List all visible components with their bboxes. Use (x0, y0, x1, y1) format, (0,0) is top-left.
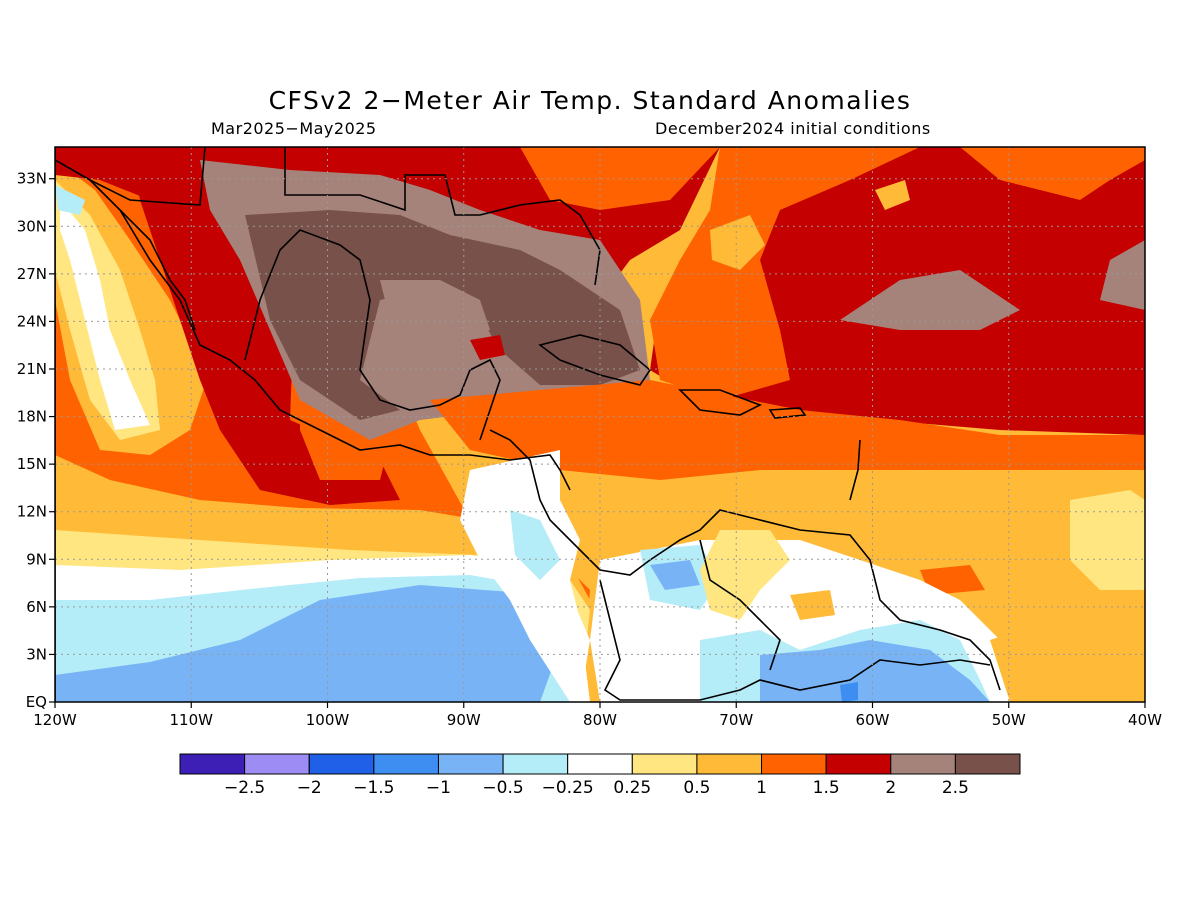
colorbar-label: 0.25 (613, 778, 651, 798)
latitude-axis: 33N 30N 27N 24N 21N 18N 15N 12N 9N 6N 3N EQ (17, 170, 55, 711)
colorbar-swatch (954, 753, 1021, 775)
anomaly-field (55, 147, 1145, 702)
colorbar-label: 1 (756, 778, 767, 798)
lat-tick-label: 6N (26, 598, 47, 616)
colorbar-label: −1.5 (353, 778, 394, 798)
coastlines (55, 147, 1001, 702)
lat-tick-label: 12N (17, 503, 47, 521)
colorbar-swatch (437, 753, 504, 775)
lon-tick-label: 80W (583, 711, 617, 729)
lon-tick-label: 100W (306, 711, 350, 729)
colorbar-swatch (890, 753, 956, 775)
lat-tick-label: 24N (17, 312, 47, 330)
colorbar-label: −1 (426, 778, 451, 798)
lat-tick-label: 30N (17, 217, 47, 235)
lon-tick-label: 90W (447, 711, 481, 729)
colorbar-swatch (502, 753, 569, 775)
lon-tick-label: 120W (33, 711, 77, 729)
lat-tick-label: 18N (17, 408, 47, 426)
lat-tick-label: 9N (26, 550, 47, 568)
gridlines (55, 147, 1145, 702)
colorbar-label: 0.5 (683, 778, 710, 798)
forecast-period: Mar2025−May2025 (211, 119, 377, 138)
colorbar-label: −0.25 (542, 778, 594, 798)
lat-tick-label: 33N (17, 170, 47, 188)
colorbar-label: −2 (297, 778, 322, 798)
lat-tick-label: EQ (26, 693, 47, 711)
colorbar-swatch (825, 753, 892, 775)
lon-tick-label: 70W (719, 711, 753, 729)
lon-tick-label: 40W (1128, 711, 1162, 729)
colorbar-label: 1.5 (813, 778, 840, 798)
lat-tick-label: 21N (17, 360, 47, 378)
colorbar-swatch (244, 753, 310, 775)
lat-tick-label: 27N (17, 265, 47, 283)
map-title: CFSv2 2−Meter Air Temp. Standard Anomali… (268, 86, 912, 115)
colorbar-label: −0.5 (482, 778, 523, 798)
longitude-axis: 120W 110W 100W 90W 80W 70W 60W 50W 40W (33, 702, 1162, 729)
lat-tick-label: 3N (26, 645, 47, 663)
initial-conditions: December2024 initial conditions (655, 119, 931, 138)
colorbar-label: −2.5 (224, 778, 265, 798)
colorbar: −2.5 −2 −1.5 −1 −0.5 −0.25 0.25 0.5 1 1.5 2 2.5 (179, 753, 1021, 798)
lon-tick-label: 110W (170, 711, 214, 729)
lon-tick-label: 60W (856, 711, 890, 729)
colorbar-swatch (179, 753, 246, 775)
lon-tick-label: 50W (992, 711, 1026, 729)
colorbar-swatch (308, 753, 375, 775)
colorbar-swatch (761, 753, 827, 775)
colorbar-label: 2 (885, 778, 896, 798)
colorbar-swatch (696, 753, 763, 775)
colorbar-swatch (631, 753, 698, 775)
lat-tick-label: 15N (17, 455, 47, 473)
colorbar-swatch (373, 753, 439, 775)
colorbar-swatch (567, 753, 633, 775)
colorbar-label: 2.5 (942, 778, 969, 798)
